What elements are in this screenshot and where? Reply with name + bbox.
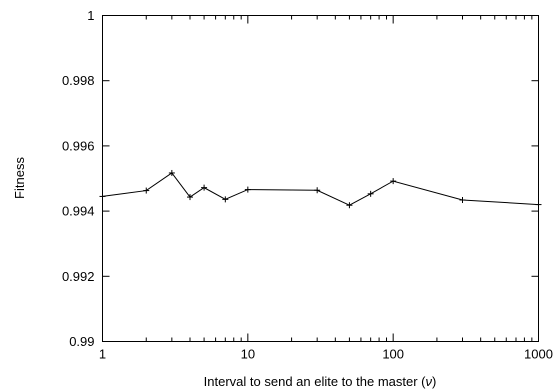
data-point xyxy=(459,197,466,204)
x-axis-title: Interval to send an elite to the master … xyxy=(204,374,437,389)
y-tick-label: 1 xyxy=(87,8,94,23)
x-axis-title-symbol: ν xyxy=(426,374,433,389)
x-tick-label: 100 xyxy=(382,347,404,362)
x-axis-title-prefix: Interval to send an elite to the master … xyxy=(204,374,427,389)
data-point xyxy=(168,169,175,176)
data-point xyxy=(535,201,542,208)
series-layer xyxy=(99,169,542,209)
y-tick-label: 0.99 xyxy=(69,334,94,349)
x-tick-label: 1000 xyxy=(524,347,553,362)
data-point xyxy=(222,196,229,203)
data-point xyxy=(99,193,106,200)
y-tick-label: 0.994 xyxy=(62,204,95,219)
plot-frame xyxy=(102,15,539,342)
y-axis-ticks: 0.99 0.992 0.994 0.996 0.998 1 xyxy=(62,8,539,349)
data-point xyxy=(143,187,150,194)
x-axis-title-suffix: ) xyxy=(432,374,436,389)
y-tick-label: 0.998 xyxy=(62,73,95,88)
data-point xyxy=(201,184,208,191)
y-tick-label: 0.996 xyxy=(62,138,95,153)
y-tick-label: 0.992 xyxy=(62,269,95,284)
data-point xyxy=(244,186,251,193)
y-axis-title: Fitness xyxy=(12,157,27,199)
x-tick-label: 1 xyxy=(99,347,106,362)
data-point xyxy=(390,178,397,185)
x-tick-label: 10 xyxy=(241,347,255,362)
data-point xyxy=(186,194,193,201)
series-line xyxy=(102,172,539,206)
data-point xyxy=(314,187,321,194)
x-axis-ticks: 1 10 100 1000 xyxy=(99,15,553,362)
data-point xyxy=(367,190,374,197)
data-point xyxy=(346,202,353,209)
